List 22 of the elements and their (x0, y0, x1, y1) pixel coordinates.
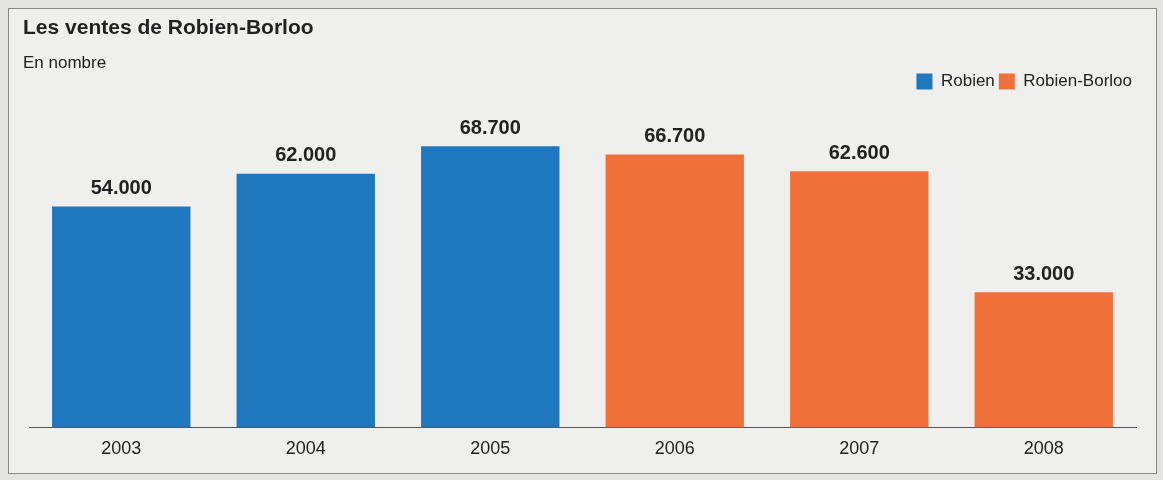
x-tick-label: 2004 (285, 438, 326, 459)
data-label: 33.000 (1013, 261, 1075, 284)
data-label: 66.700 (644, 123, 706, 146)
bar (421, 146, 560, 428)
data-label: 62.600 (828, 140, 890, 163)
x-tick-label: 2003 (101, 438, 142, 459)
bar (52, 206, 191, 428)
data-label: 68.700 (459, 115, 521, 138)
x-tick-label: 2006 (654, 438, 695, 459)
chart-subtitle: En nombre (23, 53, 107, 73)
bar (974, 292, 1113, 428)
x-tick-label: 2007 (839, 438, 880, 459)
data-label: 54.000 (90, 175, 152, 198)
x-tick-label: 2008 (1023, 438, 1064, 459)
legend-label: Robien-Borloo (1023, 71, 1133, 91)
x-tick-label: 2005 (470, 438, 511, 459)
bar (605, 154, 744, 428)
bar (790, 171, 929, 428)
bar (236, 173, 375, 428)
legend-label: Robien (940, 71, 995, 91)
chart-title: Les ventes de Robien-Borloo (23, 15, 314, 39)
data-label: 62.000 (275, 143, 337, 166)
